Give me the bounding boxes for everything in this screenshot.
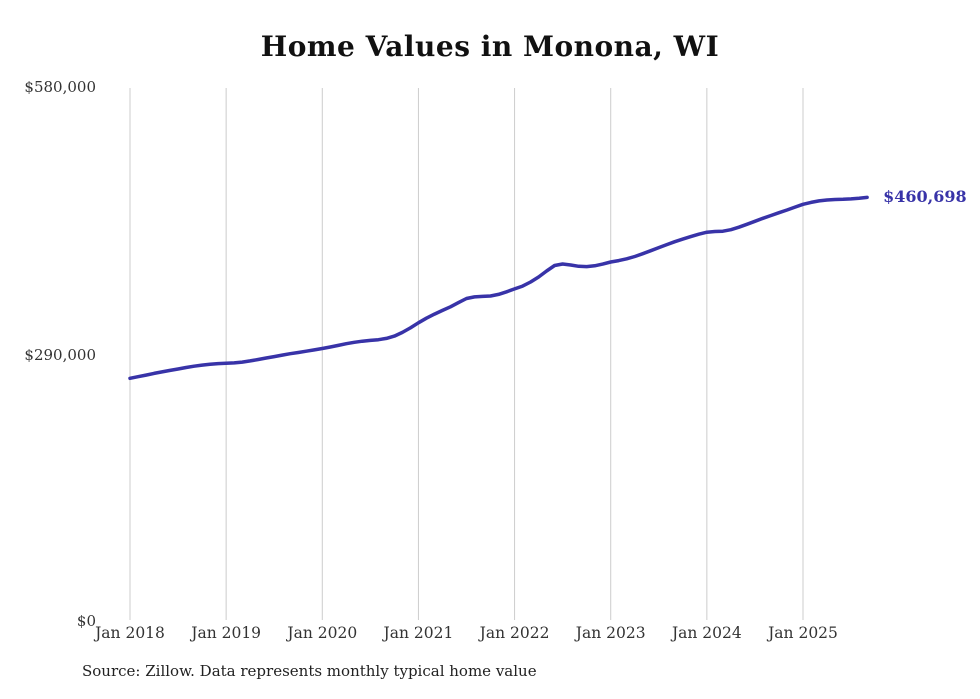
x-tick-label: Jan 2023	[575, 624, 646, 642]
home-value-line	[128, 195, 869, 381]
x-tick-label: Jan 2020	[287, 624, 358, 642]
x-tick-label: Jan 2025	[768, 624, 838, 642]
y-tick-label-580000: $580,000	[24, 78, 96, 96]
chart-title: Home Values in Monona, WI	[260, 30, 720, 63]
end-value-label: $460,698	[883, 187, 967, 207]
y-tick-label-0: $0	[76, 612, 96, 630]
source-note: Source: Zillow. Data represents monthly …	[82, 662, 537, 680]
y-tick-label-290000: $290,000	[24, 346, 96, 364]
x-tick-label: Jan 2018	[95, 624, 165, 642]
x-tick-label: Jan 2019	[191, 624, 262, 642]
x-tick-label: Jan 2021	[383, 624, 454, 642]
x-tick-label: Jan 2024	[671, 624, 742, 642]
x-tick-label: Jan 2022	[479, 624, 550, 642]
